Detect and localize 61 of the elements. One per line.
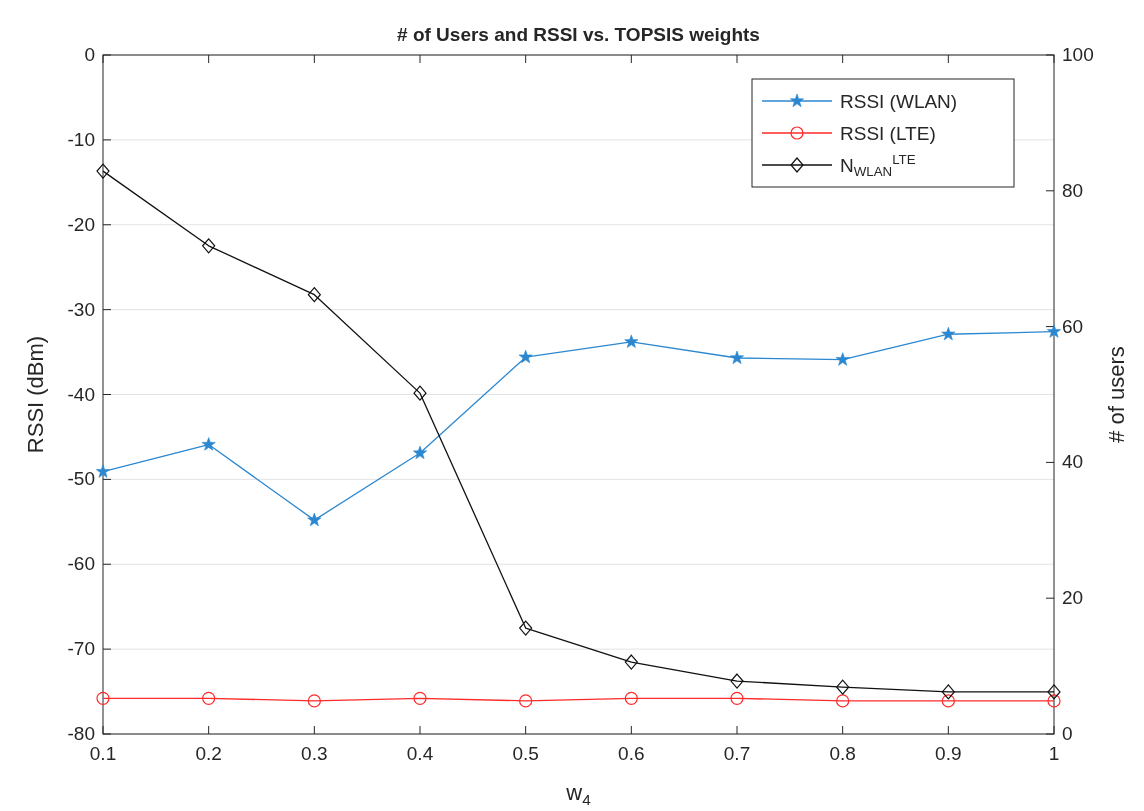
x-tick-label: 0.9 xyxy=(935,743,962,764)
point xyxy=(941,326,956,341)
y-tick-label: -70 xyxy=(67,638,95,660)
point xyxy=(413,445,427,460)
point xyxy=(202,691,216,705)
y-tick-label: -60 xyxy=(67,553,95,575)
x-tick-label: 1 xyxy=(1048,743,1060,764)
point xyxy=(201,437,216,451)
point xyxy=(836,679,850,695)
point xyxy=(519,620,533,636)
point xyxy=(624,654,638,670)
point xyxy=(96,691,110,705)
y-tick-label: -80 xyxy=(67,723,95,744)
point xyxy=(202,238,216,254)
y2-tick-label: 40 xyxy=(1062,451,1084,473)
point xyxy=(413,385,427,401)
point xyxy=(1047,694,1061,708)
point xyxy=(519,694,533,708)
y-tick-label: -50 xyxy=(67,468,95,490)
y-axis-title: RSSI (dBm) xyxy=(23,335,48,454)
y2-tick-label: 100 xyxy=(1062,44,1094,65)
legend-label: RSSI (LTE) xyxy=(840,123,936,144)
x-tick-label: 0.4 xyxy=(406,743,434,764)
x-tick-label: 0.8 xyxy=(829,743,856,764)
y-tick-label: -20 xyxy=(67,213,95,235)
point xyxy=(730,691,744,705)
x-tick-label: 0.5 xyxy=(512,743,539,764)
y2-axis-title: # of users xyxy=(1104,346,1129,443)
point xyxy=(730,350,744,364)
chart-title: # of Users and RSSI vs. TOPSIS weights xyxy=(397,24,760,45)
x-tick-label: 0.3 xyxy=(301,743,328,764)
point xyxy=(307,694,321,708)
x-axis-title: w$_{4}$ xyxy=(565,780,592,808)
point xyxy=(941,694,955,708)
point xyxy=(518,349,533,364)
x-tick-label: 0.1 xyxy=(89,743,117,764)
y2-tick-label: 20 xyxy=(1062,587,1084,609)
y-tick-label: 0 xyxy=(84,44,95,65)
point xyxy=(624,334,639,348)
point xyxy=(941,684,955,700)
point xyxy=(835,352,850,366)
y-tick-label: -40 xyxy=(67,383,95,405)
point xyxy=(96,464,110,478)
legend-label: RSSI (WLAN) xyxy=(840,91,958,112)
x-tick-label: 0.2 xyxy=(195,743,222,764)
point xyxy=(413,691,427,705)
y-tick-label: -10 xyxy=(67,128,95,150)
point xyxy=(836,694,850,708)
x-tick-label: 0.7 xyxy=(723,743,751,764)
x-tick-label: 0.6 xyxy=(618,743,645,764)
point xyxy=(307,512,322,527)
point xyxy=(1047,324,1061,338)
y2-tick-label: 60 xyxy=(1062,315,1084,337)
point xyxy=(1047,684,1061,700)
y-tick-label: -30 xyxy=(67,298,95,320)
point xyxy=(624,691,638,705)
point xyxy=(730,673,744,689)
y2-tick-label: 80 xyxy=(1062,179,1084,201)
point xyxy=(307,287,321,303)
point xyxy=(96,163,110,179)
y2-tick-label: 0 xyxy=(1062,723,1073,744)
